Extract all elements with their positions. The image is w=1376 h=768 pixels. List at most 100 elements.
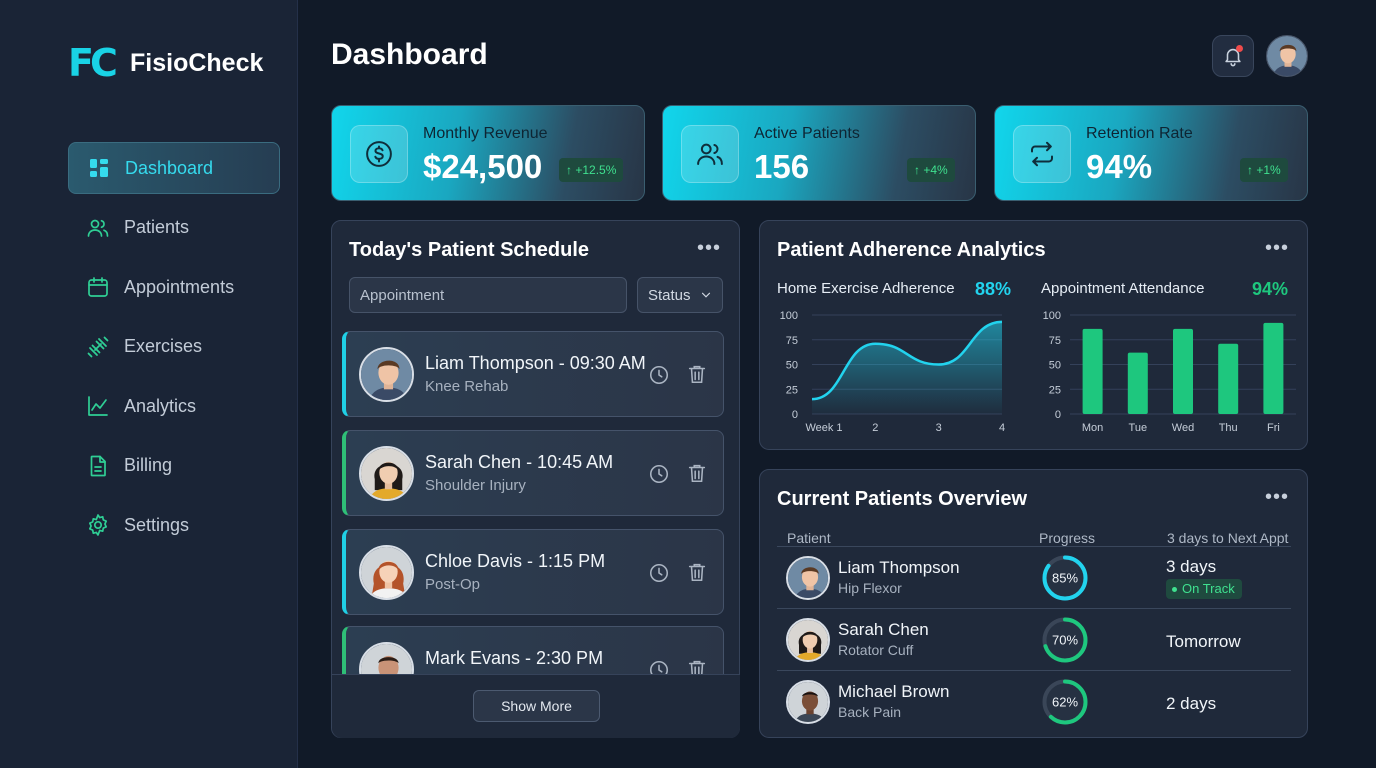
- sidebar-item-label: Patients: [124, 217, 190, 237]
- y-tick-label: 0: [792, 409, 798, 421]
- y-tick-label: 75: [1049, 335, 1061, 347]
- next-appointment: Tomorrow: [1166, 632, 1241, 651]
- schedule-list[interactable]: Liam Thompson - 09:30 AM Knee Rehab Sara…: [342, 331, 724, 674]
- sidebar-item-settings[interactable]: Settings: [68, 499, 280, 551]
- avatar: [359, 446, 414, 501]
- sidebar-item-analytics[interactable]: Analytics: [68, 380, 280, 432]
- patients-overview-panel: Current Patients Overview ••• Patient Pr…: [759, 469, 1308, 738]
- stat-change-badge: ↑ +12.5%: [559, 158, 624, 182]
- clock-icon[interactable]: [648, 562, 670, 584]
- x-tick-label: 4: [999, 422, 1005, 434]
- bar: [1173, 328, 1193, 414]
- clock-icon[interactable]: [648, 463, 670, 485]
- attendance-bar-chart: 0 25 50 75 100 Mon Tue Wed Thu Fri: [1043, 310, 1296, 434]
- progress-label: 70%: [1052, 633, 1078, 648]
- schedule-title: Today's Patient Schedule: [349, 239, 589, 261]
- stat-change-badge: ↑ +4%: [907, 158, 955, 182]
- sidebar-item-label: Settings: [124, 514, 190, 535]
- patient-name: Michael Brown: [838, 682, 950, 701]
- x-tick-label: Fri: [1267, 422, 1280, 434]
- patient-condition: Back Pain: [838, 704, 902, 720]
- document-icon: [90, 455, 106, 476]
- appointment-name: Sarah Chen - 10:45 AM: [425, 452, 614, 472]
- schedule-footer: Show More: [332, 674, 740, 738]
- sidebar-item-dashboard[interactable]: Dashboard: [68, 142, 280, 194]
- appointment-condition: Post-Op: [425, 576, 481, 593]
- stat-card-revenue: Monthly Revenue $24,500 ↑ +12.5%: [331, 105, 645, 201]
- brand-logo[interactable]: FC FisioCheck: [68, 44, 263, 82]
- table-row[interactable]: Sarah Chen Rotator Cuff 70% Tomorrow: [777, 608, 1291, 670]
- trash-icon[interactable]: [686, 363, 708, 385]
- patient-name: Liam Thompson: [838, 558, 960, 577]
- stat-label: Active Patients: [754, 125, 860, 142]
- sidebar-item-label: Billing: [124, 455, 173, 475]
- stat-value: 94%: [1086, 148, 1153, 185]
- exercise-adherence-chart: 0 25 50 75 100 Week 1 2 3 4: [780, 310, 1005, 434]
- brand-name: FisioCheck: [130, 48, 264, 77]
- x-tick-label: Thu: [1219, 422, 1238, 434]
- progress-ring: 70%: [1042, 617, 1088, 663]
- stat-value: $24,500: [423, 148, 543, 185]
- users-icon: [87, 219, 109, 237]
- calendar-icon: [88, 277, 108, 297]
- analytics-title: Patient Adherence Analytics: [777, 239, 1046, 261]
- appointment-name: Liam Thompson - 09:30 AM: [425, 353, 646, 373]
- y-tick-label: 75: [786, 335, 798, 347]
- progress-label: 85%: [1052, 571, 1078, 586]
- x-tick-label: 3: [936, 422, 942, 434]
- avatar: [359, 545, 414, 600]
- gear-icon: [88, 514, 108, 536]
- column-header-patient: Patient: [787, 530, 831, 546]
- stat-label: Monthly Revenue: [423, 125, 548, 142]
- sidebar-item-label: Analytics: [124, 395, 197, 416]
- show-more-button[interactable]: Show More: [473, 690, 600, 722]
- attendance-percent: 94%: [1252, 279, 1289, 299]
- bar: [1263, 322, 1284, 414]
- bell-icon: [1225, 48, 1241, 67]
- sidebar-item-billing[interactable]: Billing: [68, 440, 280, 492]
- trash-icon[interactable]: [686, 462, 708, 484]
- avatar: [786, 618, 830, 662]
- column-header-progress: Progress: [1039, 530, 1096, 546]
- progress-ring: 62%: [1042, 679, 1088, 725]
- appointment-card[interactable]: Mark Evans - 2:30 PM: [342, 626, 724, 674]
- trash-icon[interactable]: [686, 561, 708, 583]
- attendance-chart-title: Appointment Attendance: [1041, 280, 1205, 297]
- x-tick-label: Wed: [1172, 422, 1194, 434]
- table-row[interactable]: Liam Thompson Hip Flexor 85% 3 days On T…: [777, 546, 1291, 608]
- status-dropdown[interactable]: Status: [637, 277, 723, 313]
- appointment-search-input[interactable]: [349, 277, 627, 313]
- trash-icon[interactable]: [686, 658, 708, 674]
- avatar: [359, 642, 414, 674]
- x-tick-label: Mon: [1082, 422, 1103, 434]
- avatar: [359, 347, 414, 402]
- stat-card-patients: Active Patients 156 ↑ +4%: [662, 105, 976, 201]
- dumbbell-icon: [87, 336, 109, 357]
- notifications-button[interactable]: [1212, 35, 1254, 77]
- avatar: [786, 680, 830, 724]
- sidebar-item-appointments[interactable]: Appointments: [68, 261, 280, 313]
- more-options-icon[interactable]: •••: [1264, 486, 1289, 508]
- progress-label: 62%: [1052, 695, 1078, 710]
- appointment-card[interactable]: Liam Thompson - 09:30 AM Knee Rehab: [342, 331, 724, 417]
- more-options-icon[interactable]: •••: [1264, 237, 1289, 259]
- sidebar-item-label: Exercises: [124, 336, 203, 356]
- more-options-icon[interactable]: •••: [696, 237, 721, 259]
- sidebar-nav: Dashboard Patients Appointments Exercise…: [68, 142, 280, 559]
- patient-condition: Hip Flexor: [838, 580, 902, 596]
- table-row[interactable]: Michael Brown Back Pain 62% 2 days: [777, 670, 1291, 732]
- appointment-card[interactable]: Chloe Davis - 1:15 PM Post-Op: [342, 529, 724, 615]
- stat-value: 156: [754, 148, 810, 185]
- clock-icon[interactable]: [648, 364, 670, 386]
- appointment-name: Chloe Davis - 1:15 PM: [425, 551, 606, 571]
- sidebar-item-label: Dashboard: [125, 157, 214, 178]
- appointment-card[interactable]: Sarah Chen - 10:45 AM Shoulder Injury: [342, 430, 724, 516]
- status-badge: On Track: [1166, 579, 1242, 599]
- user-avatar[interactable]: [1266, 35, 1308, 77]
- sidebar-item-label: Appointments: [124, 276, 235, 297]
- sidebar-item-exercises[interactable]: Exercises: [68, 321, 280, 373]
- stat-card-retention: Retention Rate 94% ↑ +1%: [994, 105, 1308, 201]
- clock-icon[interactable]: [648, 659, 670, 674]
- bar: [1218, 343, 1239, 414]
- sidebar-item-patients[interactable]: Patients: [68, 202, 280, 254]
